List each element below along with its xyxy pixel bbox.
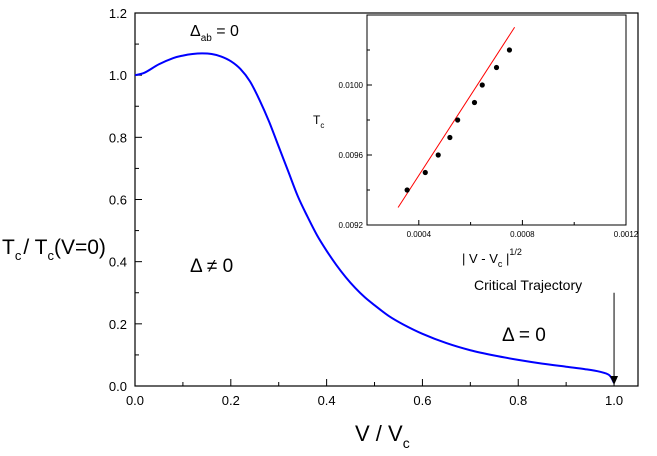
main-x-tick-label: 0.4	[318, 393, 336, 408]
main-tick-labels: 0.0 0.2 0.4 0.6 0.8 1.0 0.0 0.2 0.4 0.6 0.8 1.0 1.2	[109, 6, 623, 408]
inset-x-tick-label: 0.0012	[614, 230, 639, 239]
inset-y-tick-label: 0.0092	[339, 221, 364, 230]
inset-y-axis-label: Tc	[313, 113, 324, 130]
inset-data-point	[435, 152, 441, 158]
main-y-tick-label: 0.8	[109, 130, 127, 145]
inset-axis-ticks	[367, 49, 627, 226]
inset-plot-frame	[366, 14, 627, 226]
main-y-tick-label: 0.4	[109, 255, 127, 270]
inset-y-tick-label: 0.0096	[339, 151, 364, 160]
main-x-tick-label: 0.6	[413, 393, 431, 408]
annotation-critical-trajectory: Critical Trajectory	[474, 277, 582, 293]
main-x-tick-label: 1.0	[605, 393, 623, 408]
main-y-tick-label: 1.0	[109, 68, 127, 83]
inset-data-point	[404, 187, 410, 193]
inset-fit-line	[397, 26, 516, 208]
inset-data-point	[455, 117, 461, 123]
main-y-tick-label: 1.2	[109, 6, 127, 21]
main-y-tick-label: 0.6	[109, 193, 127, 208]
inset-data-point	[479, 82, 485, 88]
critical-arrow-head	[610, 376, 619, 385]
inset-data-point	[506, 47, 513, 53]
main-x-axis-label: V / Vc	[355, 421, 410, 451]
annotation-delta-ab: Δab = 0	[190, 23, 239, 44]
inset-data-point	[422, 169, 428, 176]
main-y-tick-label: 0.0	[109, 379, 127, 394]
main-x-tick-label: 0.0	[126, 393, 144, 408]
inset-data-point	[471, 99, 478, 106]
main-x-tick-label: 0.8	[509, 393, 527, 408]
inset-data-point	[447, 134, 453, 141]
inset-x-tick-label: 0.0008	[510, 230, 535, 239]
inset-points	[404, 47, 513, 193]
inset-x-tick-label: 0.0004	[407, 230, 432, 239]
inset-tick-labels: 0.0004 0.0008 0.0012 0.0092 0.0096 0.0100	[339, 81, 639, 239]
main-series-line	[134, 52, 615, 384]
inset-x-axis-label: | V - Vc |1/2	[462, 247, 522, 269]
inset-y-tick-label: 0.0100	[339, 81, 364, 90]
annotation-delta-nonzero: Δ ≠ 0	[190, 256, 233, 277]
annotation-delta-zero: Δ = 0	[502, 325, 546, 346]
main-x-tick-label: 0.2	[222, 393, 240, 408]
main-y-axis-label: Tc/ Tc(V=0)	[2, 236, 106, 263]
main-y-tick-label: 0.2	[109, 317, 127, 332]
inset-data-point	[493, 64, 500, 71]
